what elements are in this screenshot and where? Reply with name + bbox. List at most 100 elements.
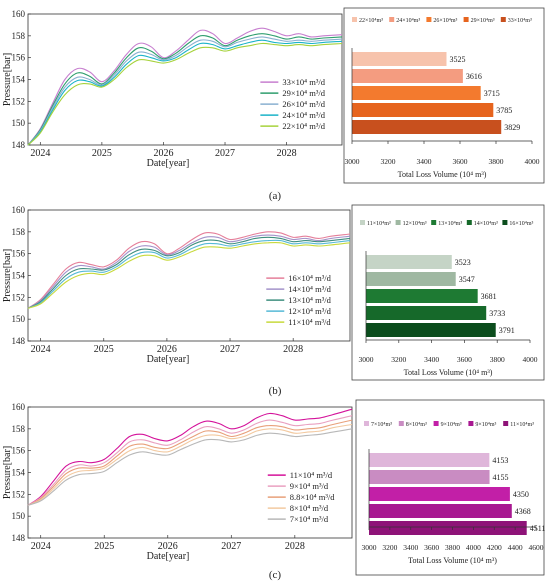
series-line <box>27 36 343 146</box>
series-line <box>27 239 351 309</box>
legend-swatch <box>502 220 508 225</box>
legend-label: 9×10⁴ m³/d <box>290 481 329 491</box>
x-tick-label: 3800 <box>490 355 505 364</box>
bar <box>352 69 463 83</box>
legend-swatch <box>466 220 472 225</box>
y-tick-label: 148 <box>12 140 26 150</box>
series-line <box>27 419 353 506</box>
legend-label: 8.8×10⁴ m³/d <box>290 492 336 502</box>
legend-label: 22×10⁴m³ <box>359 18 383 24</box>
x-axis-label: Date[year] <box>147 354 190 365</box>
bar-chart-1: 11×10⁴m³ 12×10⁴m³ 13×10⁴m³ 14×10⁴m³ 16×10⁴m³… <box>351 204 545 381</box>
bar-value-label: 3616 <box>466 72 482 81</box>
y-tick-label: 152 <box>12 489 26 499</box>
x-tick-label: 3200 <box>381 157 396 166</box>
legend-label: 33×10⁴m³ <box>508 18 532 24</box>
bar-value-label: 3715 <box>484 89 500 98</box>
legend-label: 29×10⁴m³ <box>471 18 495 24</box>
series-line <box>27 27 343 146</box>
x-axis-label: Total Loss Volume (10⁴ m³) <box>408 556 497 565</box>
x-axis-label: Total Loss Volume (10⁴ m³) <box>404 368 493 377</box>
bar-value-label: 3791 <box>499 326 515 335</box>
x-tick-label: 4000 <box>466 543 481 552</box>
bar <box>352 120 502 134</box>
legend-label: 26×10⁴ m³/d <box>282 99 325 109</box>
legend-label: 8×10⁴ m³/d <box>290 503 329 513</box>
series-line <box>27 234 351 309</box>
legend-label: 26×10⁴m³ <box>433 18 457 24</box>
bar-value-label: 3523 <box>455 258 471 267</box>
panel-label: (a) <box>269 190 282 202</box>
bar-value-label: 3785 <box>496 106 512 115</box>
x-tick-label: 4000 <box>523 355 538 364</box>
legend-label: 24×10⁴m³ <box>396 18 420 24</box>
x-tick-label: 2028 <box>277 148 297 159</box>
legend-label: 33×10⁴ m³/d <box>282 77 325 87</box>
bar-value-label: 4511 <box>530 524 546 533</box>
legend-label: 13×10⁴ m³/d <box>288 295 331 305</box>
bar-value-label: 4153 <box>492 456 508 465</box>
y-tick-label: 154 <box>12 75 26 85</box>
line-chart-1: 148 150 152 154 156 158 160 2024 2025 2026 2027 202… <box>2 205 351 365</box>
y-tick-label: 160 <box>12 205 26 215</box>
x-tick-label: 2024 <box>30 148 50 159</box>
legend-swatch <box>463 17 469 22</box>
x-axis-label: Date[year] <box>147 158 190 169</box>
bar <box>369 487 510 501</box>
x-tick-label: 2025 <box>92 148 112 159</box>
x-tick-label: 3200 <box>391 355 406 364</box>
legend-label: 16×10⁴ m³/d <box>288 273 331 283</box>
legend-swatch <box>360 220 365 225</box>
x-tick-label: 2027 <box>221 541 241 552</box>
x-tick-label: 4200 <box>487 543 502 552</box>
legend-swatch <box>398 421 404 426</box>
line-chart-0: 148 150 152 154 156 158 160 2024 2025 2026 2027 202… <box>2 9 343 169</box>
y-tick-label: 160 <box>12 9 26 19</box>
bar <box>352 103 494 117</box>
legend-swatch <box>352 17 357 22</box>
x-tick-label: 3200 <box>382 543 397 552</box>
y-axis-label: Pressure[bar] <box>2 249 13 302</box>
bar <box>369 504 512 518</box>
bar-chart-2: 7×10⁴m³ 8×10⁴m³ 9×10⁴m³ 9×10⁴m³ 11×10⁴m³ 4153… <box>355 399 546 576</box>
x-tick-label: 3400 <box>417 157 432 166</box>
series-line <box>27 231 351 309</box>
x-tick-label: 3600 <box>457 355 472 364</box>
x-tick-label: 4400 <box>508 543 523 552</box>
bar <box>366 289 478 303</box>
y-tick-label: 152 <box>12 292 26 302</box>
x-tick-label: 3800 <box>445 543 460 552</box>
legend-label: 11×10⁴ m³/d <box>290 470 333 480</box>
x-tick-label: 3000 <box>359 355 374 364</box>
y-tick-label: 158 <box>12 31 26 41</box>
legend-label: 7×10⁴ m³/d <box>290 514 329 524</box>
x-tick-label: 2027 <box>220 344 240 355</box>
legend-label: 14×10⁴m³ <box>474 221 498 227</box>
y-axis-label: Pressure[bar] <box>2 446 13 499</box>
legend-label: 9×10⁴m³ <box>475 422 496 428</box>
legend-swatch <box>433 421 439 426</box>
bar <box>366 255 452 269</box>
x-tick-label: 2026 <box>153 148 173 159</box>
legend-swatch <box>395 220 401 225</box>
legend-label: 13×10⁴m³ <box>438 221 462 227</box>
bar-value-label: 3681 <box>481 292 497 301</box>
x-tick-label: 3400 <box>424 355 439 364</box>
bar <box>369 470 490 484</box>
x-axis-label: Total Loss Volume (10⁴ m³) <box>398 170 487 179</box>
series-line <box>27 241 351 309</box>
legend-swatch <box>389 17 395 22</box>
y-tick-label: 158 <box>12 227 26 237</box>
x-tick-label: 2024 <box>31 541 51 552</box>
x-tick-label: 2025 <box>94 344 114 355</box>
x-tick-label: 2026 <box>157 344 177 355</box>
series-line <box>27 39 343 146</box>
legend-swatch <box>468 421 474 426</box>
bar <box>366 323 496 337</box>
x-axis-label: Date[year] <box>147 551 190 562</box>
series-line <box>27 33 343 146</box>
y-tick-label: 156 <box>12 53 26 63</box>
series-line <box>27 42 343 146</box>
legend-label: 29×10⁴ m³/d <box>282 88 325 98</box>
